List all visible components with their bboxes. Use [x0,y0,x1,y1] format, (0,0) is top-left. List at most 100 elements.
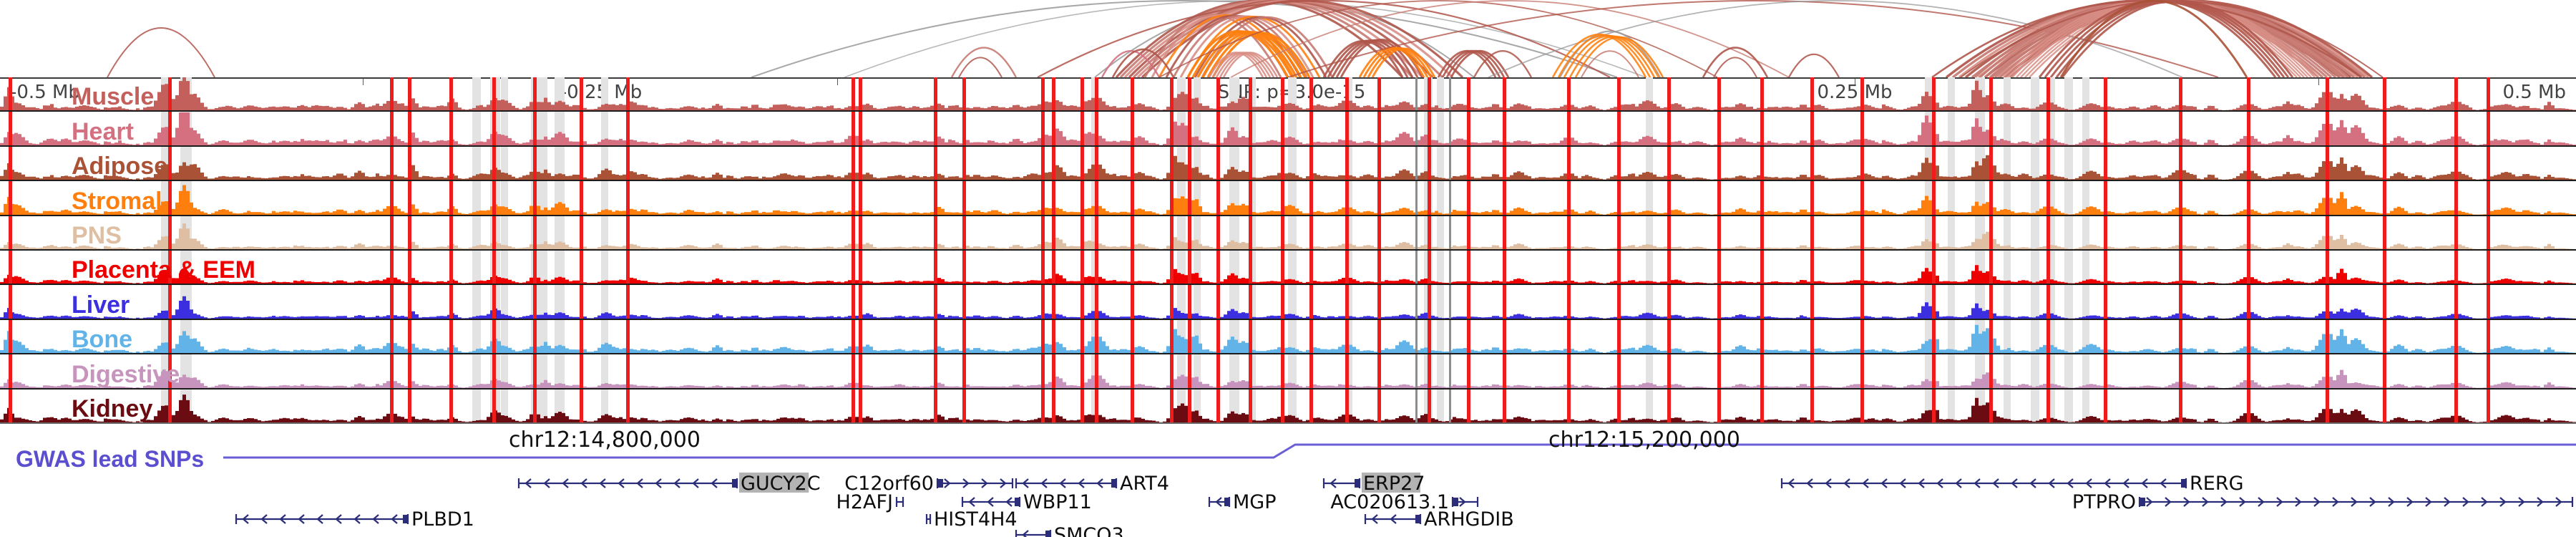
snp-marker[interactable] [1989,216,1993,249]
track-bone[interactable]: Bone [0,319,2576,355]
snp-marker[interactable] [2247,146,2250,180]
snp-marker[interactable] [1249,389,1252,422]
snp-marker[interactable] [408,389,411,422]
snp-marker[interactable] [1567,250,1571,284]
snp-marker[interactable] [934,250,937,284]
snp-marker[interactable] [1932,77,1936,111]
snp-marker[interactable] [390,181,394,215]
snp-marker[interactable] [449,112,453,145]
snp-marker[interactable] [1810,216,1814,249]
snp-marker[interactable] [1216,77,1220,111]
snp-marker[interactable] [934,389,937,422]
snp-marker[interactable] [1249,181,1252,215]
snp-marker[interactable] [934,146,937,180]
snp-marker[interactable] [1131,216,1134,249]
snp-marker[interactable] [1860,389,1864,422]
snp-marker-secondary[interactable] [1449,181,1451,215]
snp-marker[interactable] [168,389,172,422]
snp-marker[interactable] [1760,354,1764,388]
snp-marker[interactable] [1216,389,1220,422]
snp-marker[interactable] [1095,146,1098,180]
snp-marker[interactable] [1667,146,1671,180]
snp-marker[interactable] [2104,181,2107,215]
snp-marker[interactable] [1170,389,1174,422]
track-muscle[interactable]: Muscle [0,77,2576,112]
snp-marker[interactable] [1760,181,1764,215]
snp-marker[interactable] [1428,77,1431,111]
snp-marker[interactable] [1041,146,1045,180]
snp-marker[interactable] [1810,146,1814,180]
snp-marker[interactable] [1095,250,1098,284]
snp-marker[interactable] [1188,250,1191,284]
snp-marker[interactable] [9,181,12,215]
snp-marker[interactable] [1188,112,1191,145]
snp-marker[interactable] [2046,250,2050,284]
snp-marker[interactable] [2487,250,2490,284]
snp-marker[interactable] [1216,250,1220,284]
snp-marker[interactable] [1052,216,1055,249]
snp-marker[interactable] [492,389,496,422]
snp-marker[interactable] [2247,285,2250,319]
snp-marker[interactable] [2104,389,2107,422]
snp-marker[interactable] [1170,285,1174,319]
snp-marker[interactable] [1345,389,1349,422]
snp-marker[interactable] [2487,112,2490,145]
snp-marker[interactable] [1249,77,1252,111]
snp-marker[interactable] [962,112,966,145]
snp-marker[interactable] [2104,146,2107,180]
snp-marker[interactable] [1667,319,1671,354]
snp-marker[interactable] [533,181,537,215]
snp-marker[interactable] [1131,112,1134,145]
snp-marker[interactable] [962,354,966,388]
snp-marker[interactable] [533,216,537,249]
snp-marker[interactable] [1052,319,1055,354]
snp-marker[interactable] [390,216,394,249]
snp-marker[interactable] [1309,216,1313,249]
snp-marker[interactable] [934,112,937,145]
snp-marker[interactable] [2454,354,2458,388]
snp-marker[interactable] [1249,285,1252,319]
snp-marker[interactable] [1080,354,1084,388]
snp-marker[interactable] [1989,77,1993,111]
snp-marker[interactable] [1131,285,1134,319]
snp-marker[interactable] [2454,389,2458,422]
snp-marker[interactable] [1810,112,1814,145]
snp-marker[interactable] [1095,216,1098,249]
snp-marker[interactable] [1932,146,1936,180]
snp-marker[interactable] [1567,77,1571,111]
track-kidney[interactable]: Kidney [0,389,2576,424]
snp-marker[interactable] [1041,112,1045,145]
snp-marker[interactable] [533,354,537,388]
snp-marker[interactable] [1377,354,1381,388]
snp-marker[interactable] [2326,216,2329,249]
snp-marker[interactable] [168,181,172,215]
gene-model[interactable]: AC020613.1 [1330,491,1479,513]
snp-marker[interactable] [1932,389,1936,422]
snp-marker[interactable] [1377,216,1381,249]
snp-marker[interactable] [626,319,630,354]
snp-marker[interactable] [2046,319,2050,354]
snp-marker[interactable] [1041,354,1045,388]
snp-marker[interactable] [1345,181,1349,215]
snp-marker[interactable] [492,77,496,111]
snp-marker[interactable] [1131,181,1134,215]
snp-marker[interactable] [962,285,966,319]
snp-marker[interactable] [1932,112,1936,145]
snp-marker[interactable] [2383,354,2386,388]
snp-marker[interactable] [2326,181,2329,215]
snp-marker[interactable] [1249,216,1252,249]
snp-marker[interactable] [2454,146,2458,180]
snp-marker[interactable] [1717,77,1721,111]
snp-marker-secondary[interactable] [1415,389,1418,422]
snp-marker[interactable] [492,354,496,388]
snp-marker[interactable] [859,77,862,111]
snp-marker-secondary[interactable] [1449,389,1451,422]
snp-marker[interactable] [1860,354,1864,388]
snp-marker[interactable] [1249,354,1252,388]
snp-marker[interactable] [1309,112,1313,145]
snp-marker-secondary[interactable] [1415,216,1418,249]
snp-marker[interactable] [1717,181,1721,215]
snp-marker[interactable] [1860,319,1864,354]
snp-marker[interactable] [1567,354,1571,388]
snp-marker[interactable] [449,216,453,249]
